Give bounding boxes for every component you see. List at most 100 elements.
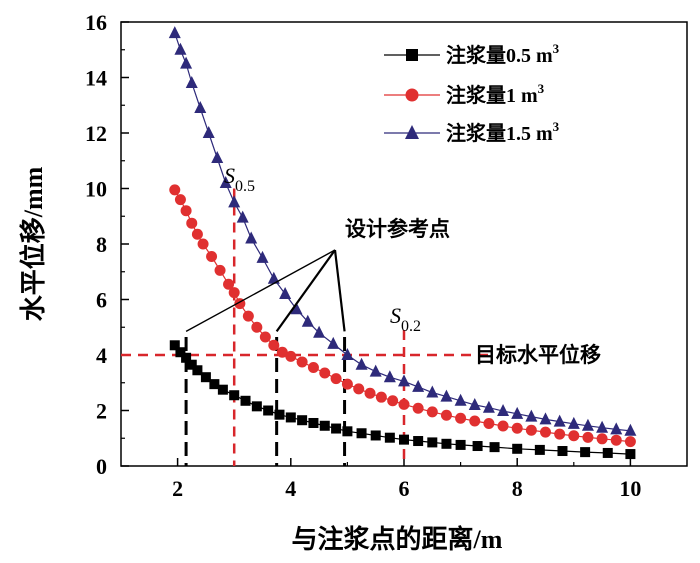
point-s1-36 — [540, 426, 551, 438]
point-s2-19 — [355, 357, 368, 370]
point-s0-4 — [192, 365, 203, 376]
point-s2-1 — [174, 42, 187, 55]
point-s1-34 — [511, 422, 523, 434]
series-lines — [168, 26, 637, 460]
point-s0-27 — [472, 441, 483, 452]
point-s1-9 — [228, 287, 240, 299]
point-s2-15 — [301, 314, 314, 327]
point-s0-19 — [356, 428, 367, 439]
point-s0-1 — [175, 347, 186, 358]
point-s0-30 — [534, 444, 545, 455]
legend-marker-0 — [406, 49, 418, 61]
point-s1-26 — [398, 398, 410, 410]
point-s1-30 — [455, 412, 467, 424]
point-s1-1 — [174, 194, 186, 206]
x-tick-label-1: 4 — [285, 476, 296, 501]
point-s1-17 — [296, 356, 308, 368]
point-s1-19 — [319, 367, 331, 379]
point-s2-34 — [567, 416, 580, 429]
point-s1-33 — [497, 420, 509, 432]
point-s1-28 — [426, 406, 438, 418]
x-tick-label-0: 2 — [172, 476, 183, 501]
design-points-label: 设计参考点 — [345, 217, 450, 241]
point-s1-15 — [276, 346, 288, 358]
legend-marker-1 — [405, 88, 419, 102]
point-s1-25 — [387, 395, 399, 407]
point-s2-21 — [383, 370, 396, 383]
point-s0-2 — [181, 352, 192, 363]
point-s2-6 — [211, 150, 224, 163]
x-axis-title: 与注浆点的距离/m — [292, 524, 503, 554]
x-tick-label-3: 8 — [512, 476, 523, 501]
point-s1-35 — [525, 424, 537, 436]
point-s2-38 — [624, 423, 637, 436]
legend-label-0: 注浆量0.5 m3 — [446, 41, 560, 67]
point-s2-18 — [341, 348, 354, 360]
point-s2-32 — [539, 412, 552, 425]
point-s2-23 — [412, 379, 425, 392]
point-s0-33 — [602, 447, 613, 458]
y-tick-label-0: 0 — [96, 454, 107, 479]
y-axis-title: 水平位移/mm — [18, 166, 48, 321]
point-s0-25 — [441, 438, 452, 449]
point-s0-3 — [186, 359, 197, 370]
point-s1-8 — [223, 278, 235, 290]
s05-label: S0.5 — [224, 163, 255, 195]
point-s0-0 — [169, 340, 180, 351]
point-s1-4 — [191, 228, 203, 240]
point-s0-24 — [427, 437, 438, 448]
axes: 2 4 6 8 10 0 2 4 6 8 10 12 14 16 — [85, 10, 641, 501]
point-s2-29 — [497, 404, 510, 417]
point-s1-6 — [206, 250, 218, 262]
target-displacement-label: 目标水平位移 — [475, 343, 601, 367]
point-s2-8 — [228, 195, 241, 208]
point-s2-27 — [468, 397, 481, 410]
point-s0-10 — [251, 401, 262, 412]
point-s1-13 — [259, 331, 271, 343]
point-s2-17 — [327, 336, 340, 349]
point-s0-34 — [625, 449, 636, 460]
point-s2-0 — [168, 26, 181, 39]
point-s1-14 — [268, 339, 280, 351]
point-s0-21 — [384, 432, 395, 443]
point-s2-2 — [180, 56, 193, 69]
point-s0-15 — [308, 417, 319, 428]
point-s0-26 — [455, 439, 466, 450]
point-s2-10 — [245, 231, 258, 244]
point-s1-5 — [197, 238, 209, 250]
point-s0-31 — [557, 446, 568, 457]
point-s2-7 — [219, 175, 232, 188]
point-s0-12 — [274, 409, 285, 420]
point-s1-32 — [483, 418, 495, 430]
y-tick-label-7: 14 — [85, 66, 107, 91]
point-s0-5 — [200, 372, 211, 383]
point-s0-23 — [413, 436, 424, 447]
point-s2-14 — [290, 302, 303, 315]
point-s2-13 — [279, 286, 292, 299]
point-s0-7 — [217, 384, 228, 395]
point-s0-29 — [512, 443, 523, 454]
point-s1-31 — [469, 415, 481, 427]
y-tick-label-6: 12 — [85, 121, 107, 146]
point-s2-25 — [440, 389, 453, 402]
legend-marker-2 — [405, 125, 419, 139]
point-s2-37 — [610, 422, 623, 435]
point-s2-5 — [202, 126, 215, 138]
point-s0-18 — [342, 426, 353, 437]
point-s0-20 — [370, 430, 381, 441]
annotations: 设计参考点 目标水平位移 S0.5 S0.2 — [185, 163, 601, 367]
legend: 注浆量0.5 m3 注浆量1 m3 注浆量1.5 m3 — [384, 41, 560, 145]
legend-item-2: 注浆量1.5 m3 — [384, 119, 560, 145]
point-s1-22 — [353, 383, 365, 395]
point-s0-22 — [399, 434, 409, 445]
point-s1-2 — [180, 205, 192, 217]
legend-item-1: 注浆量1 m3 — [384, 81, 545, 107]
point-s2-26 — [454, 393, 467, 406]
point-s1-0 — [169, 184, 181, 196]
point-s1-7 — [214, 264, 226, 276]
y-tick-label-5: 10 — [85, 177, 107, 202]
legend-item-0: 注浆量0.5 m3 — [384, 41, 560, 67]
point-s0-13 — [285, 412, 296, 423]
y-tick-label-8: 16 — [85, 10, 107, 35]
